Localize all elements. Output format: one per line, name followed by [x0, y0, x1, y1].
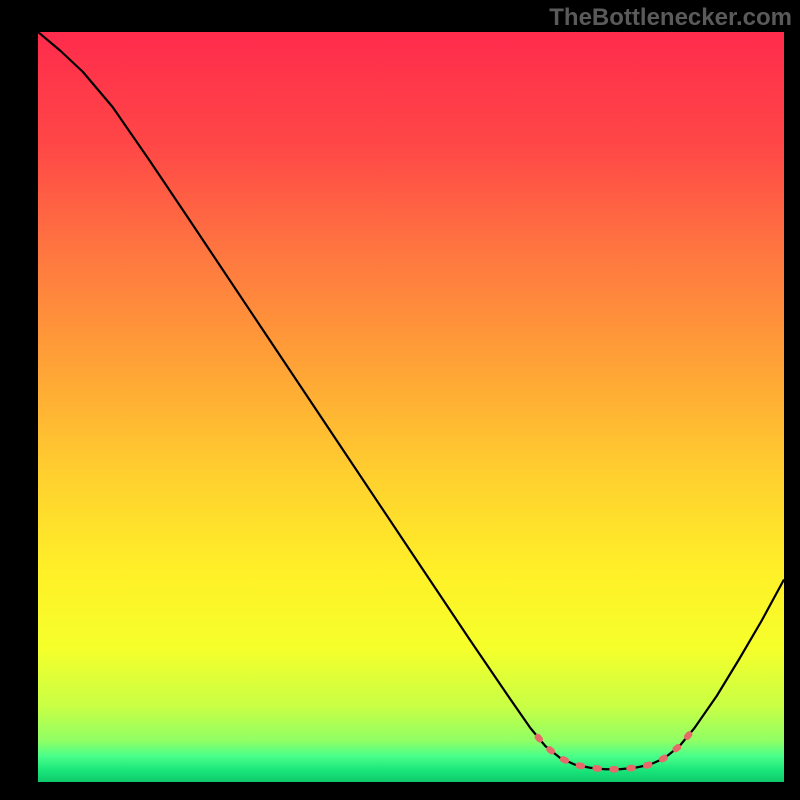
- watermark-text: TheBottlenecker.com: [549, 4, 792, 32]
- bottleneck-curve: [38, 32, 784, 769]
- plot-area: [38, 32, 784, 782]
- curve-svg: [38, 32, 784, 782]
- optimal-range-markers: [538, 733, 691, 770]
